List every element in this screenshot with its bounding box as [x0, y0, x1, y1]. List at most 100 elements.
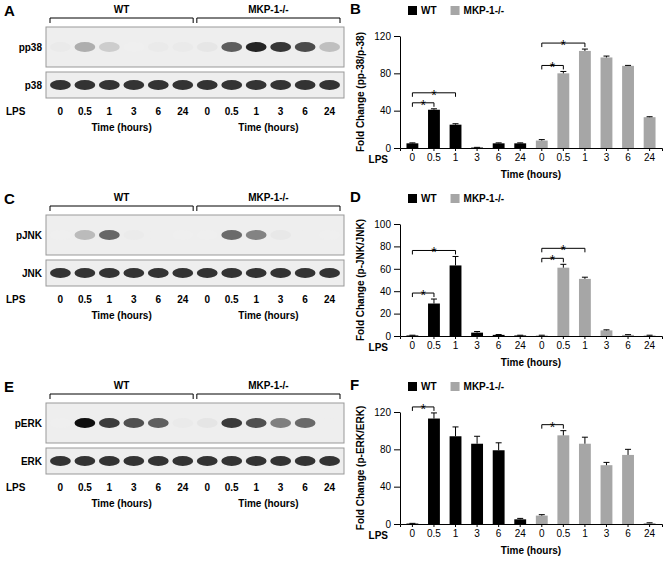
tick-mark: [412, 148, 413, 151]
tick-label: 0: [385, 143, 391, 154]
loading-band: [246, 80, 267, 90]
tick: 1: [453, 524, 459, 539]
bar: [428, 304, 440, 336]
loading-band: [74, 80, 95, 90]
lane-label: 0: [204, 482, 210, 493]
lane-label: 24: [177, 294, 189, 305]
tick-label: 6: [496, 152, 502, 163]
blot-row-label: pp38: [19, 42, 43, 53]
tick: 6: [496, 524, 502, 539]
tick-label: 120: [374, 31, 391, 42]
error-bar: [560, 264, 566, 267]
tick: 0: [385, 331, 400, 342]
lane-label: 0.5: [225, 294, 239, 305]
row-label: LPS: [369, 342, 389, 353]
group-label: MKP-1-/-: [248, 380, 289, 391]
legend-label: WT: [421, 5, 437, 16]
error-bar: [603, 462, 609, 465]
loading-band: [123, 268, 144, 278]
blot-strip: [46, 215, 344, 255]
blot-strip: [46, 72, 344, 98]
loading-band: [74, 268, 95, 278]
error-bar: [625, 65, 631, 66]
blot-band: [270, 418, 291, 428]
tick-mark: [394, 487, 400, 488]
tick-label: 1: [582, 152, 588, 163]
lane-label: 0.5: [78, 106, 92, 117]
loading-band: [197, 80, 218, 90]
tick-label: 24: [515, 340, 527, 351]
x-axis-title: Time (hours): [238, 122, 298, 133]
tick: 40: [380, 481, 400, 492]
x-axis-title: Time (hours): [91, 122, 151, 133]
tick: 80: [380, 68, 400, 79]
plot-area: [406, 256, 655, 336]
y-axis-title: Fold Change (p-ERK/ERK): [355, 406, 366, 530]
bar: [428, 110, 440, 148]
tick: 0.5: [556, 524, 570, 539]
legend-swatch: [408, 6, 417, 15]
tick: 0: [410, 524, 416, 539]
lane-label: 0.5: [78, 482, 92, 493]
tick-label: 24: [644, 340, 656, 351]
tick-mark: [498, 148, 499, 151]
tick: 0.5: [427, 148, 441, 163]
blot-panel: EWT00.513624Time (hours)MKP-1-/-00.51362…: [4, 378, 344, 509]
bar: [450, 125, 462, 148]
bar: [557, 435, 569, 524]
loading-band: [99, 456, 120, 466]
tick-mark: [477, 336, 478, 339]
axis-line: [400, 37, 401, 149]
tick-mark: [394, 291, 400, 292]
error-bar: [560, 71, 566, 73]
blot-band: [99, 42, 120, 52]
bar: [493, 335, 505, 336]
blot-row-label: pERK: [15, 418, 43, 429]
loading-band: [99, 80, 120, 90]
x-axis: 00.51362400.513624: [401, 524, 663, 539]
row-label: LPS: [6, 482, 26, 493]
error-bar: [603, 56, 609, 57]
loading-band: [270, 80, 291, 90]
lane-label: 0: [204, 294, 210, 305]
bar: [450, 436, 462, 524]
lane-label: 3: [278, 106, 284, 117]
x-axis-title: Time (hours): [238, 498, 298, 509]
tick-label: 24: [644, 528, 656, 539]
tick: 0.5: [427, 336, 441, 351]
bar: [557, 268, 569, 336]
blot-row-label: JNK: [22, 268, 43, 279]
lane-label: 6: [156, 482, 162, 493]
tick: 24: [515, 524, 527, 539]
group-bracket: [50, 18, 193, 23]
blot-band: [221, 418, 242, 428]
tick: 1: [453, 148, 459, 163]
tick-label: 6: [496, 340, 502, 351]
bar: [622, 335, 634, 336]
tick-label: 0: [410, 152, 416, 163]
tick: 120: [374, 407, 400, 418]
error-bar: [560, 431, 566, 436]
bar: [536, 516, 548, 524]
group-label: MKP-1-/-: [248, 4, 289, 15]
lane-label: 24: [177, 106, 189, 117]
tick-label: 80: [380, 444, 392, 455]
tick: 0: [410, 148, 416, 163]
tick-label: 60: [380, 264, 392, 275]
blot-band: [295, 42, 316, 52]
bar: [536, 335, 548, 336]
figure: AWT00.513624Time (hours)MKP-1-/-00.51362…: [0, 0, 669, 564]
plot-area: [406, 413, 655, 524]
significance-label: *: [561, 37, 567, 53]
tick-mark: [394, 73, 400, 74]
legend: WTMKP-1-/-: [408, 193, 504, 204]
blot-band: [148, 418, 169, 428]
tick-mark: [541, 336, 542, 339]
significance-label: *: [431, 87, 437, 103]
group-label: WT: [114, 4, 130, 15]
panel-label: E: [4, 378, 14, 395]
bar: [514, 143, 526, 148]
tick-mark: [394, 246, 400, 247]
tick-label: 40: [380, 105, 392, 116]
blot-band: [99, 230, 120, 240]
